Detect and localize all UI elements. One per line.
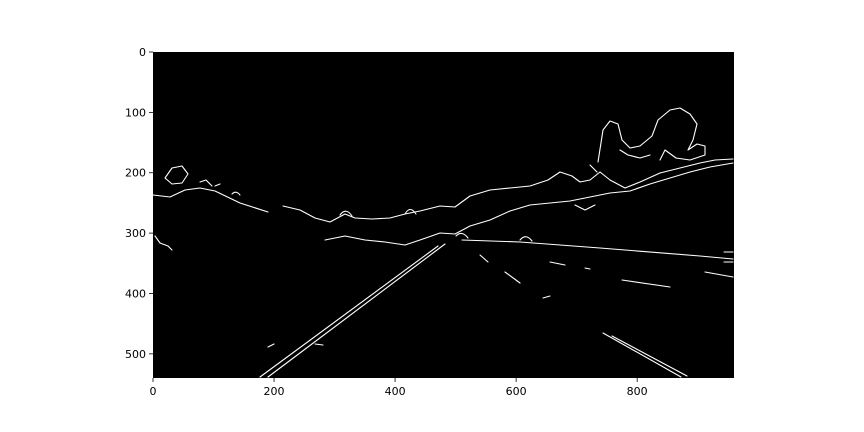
left-hill-contour — [152, 187, 269, 213]
edge-image — [152, 52, 734, 378]
image-background — [153, 52, 734, 378]
y-tick-label: 300 — [125, 227, 146, 240]
right-tree-detail — [574, 149, 651, 211]
blob-1 — [404, 208, 417, 215]
x-axis: 0 200 400 600 800 — [150, 378, 648, 398]
edge-lines — [152, 107, 734, 378]
lane-dash-small-1 — [267, 343, 275, 348]
lane-line-right-lower-b — [611, 335, 688, 377]
x-tick-label: 200 — [264, 385, 285, 398]
right-dash-1 — [621, 279, 671, 288]
x-tick-label: 800 — [627, 385, 648, 398]
left-vegetation — [154, 165, 189, 251]
blob-5 — [231, 191, 241, 196]
y-tick-label: 100 — [125, 106, 146, 119]
right-dash-7 — [542, 295, 551, 299]
y-tick-label: 0 — [139, 46, 146, 59]
lane-dash-small-2 — [314, 343, 324, 346]
horizon-right-mark — [723, 251, 734, 263]
right-tree-clump — [597, 107, 706, 163]
blob-3 — [455, 232, 469, 239]
x-tick-label: 400 — [385, 385, 406, 398]
horizon-edge-line — [461, 239, 734, 260]
x-tick-label: 0 — [150, 385, 157, 398]
lane-line-right-lower-a — [602, 332, 682, 378]
y-tick-label: 500 — [125, 348, 146, 361]
right-dash-6 — [584, 267, 591, 270]
blob-4 — [519, 236, 533, 242]
y-tick-label: 400 — [125, 287, 146, 300]
blob-2 — [339, 210, 353, 217]
y-tick-label: 200 — [125, 167, 146, 180]
right-dash-5 — [479, 254, 489, 263]
x-tick-label: 600 — [506, 385, 527, 398]
left-bushes — [199, 179, 221, 187]
right-dash-3 — [504, 271, 521, 284]
lane-line-left-inner — [267, 243, 446, 378]
lane-line-left-outer — [259, 245, 439, 378]
treeline-lower — [324, 162, 734, 246]
right-dash-4 — [549, 261, 566, 266]
y-axis: 0 100 200 300 400 500 — [125, 46, 153, 361]
right-dash-2 — [704, 271, 734, 278]
treeline-center — [282, 158, 734, 223]
